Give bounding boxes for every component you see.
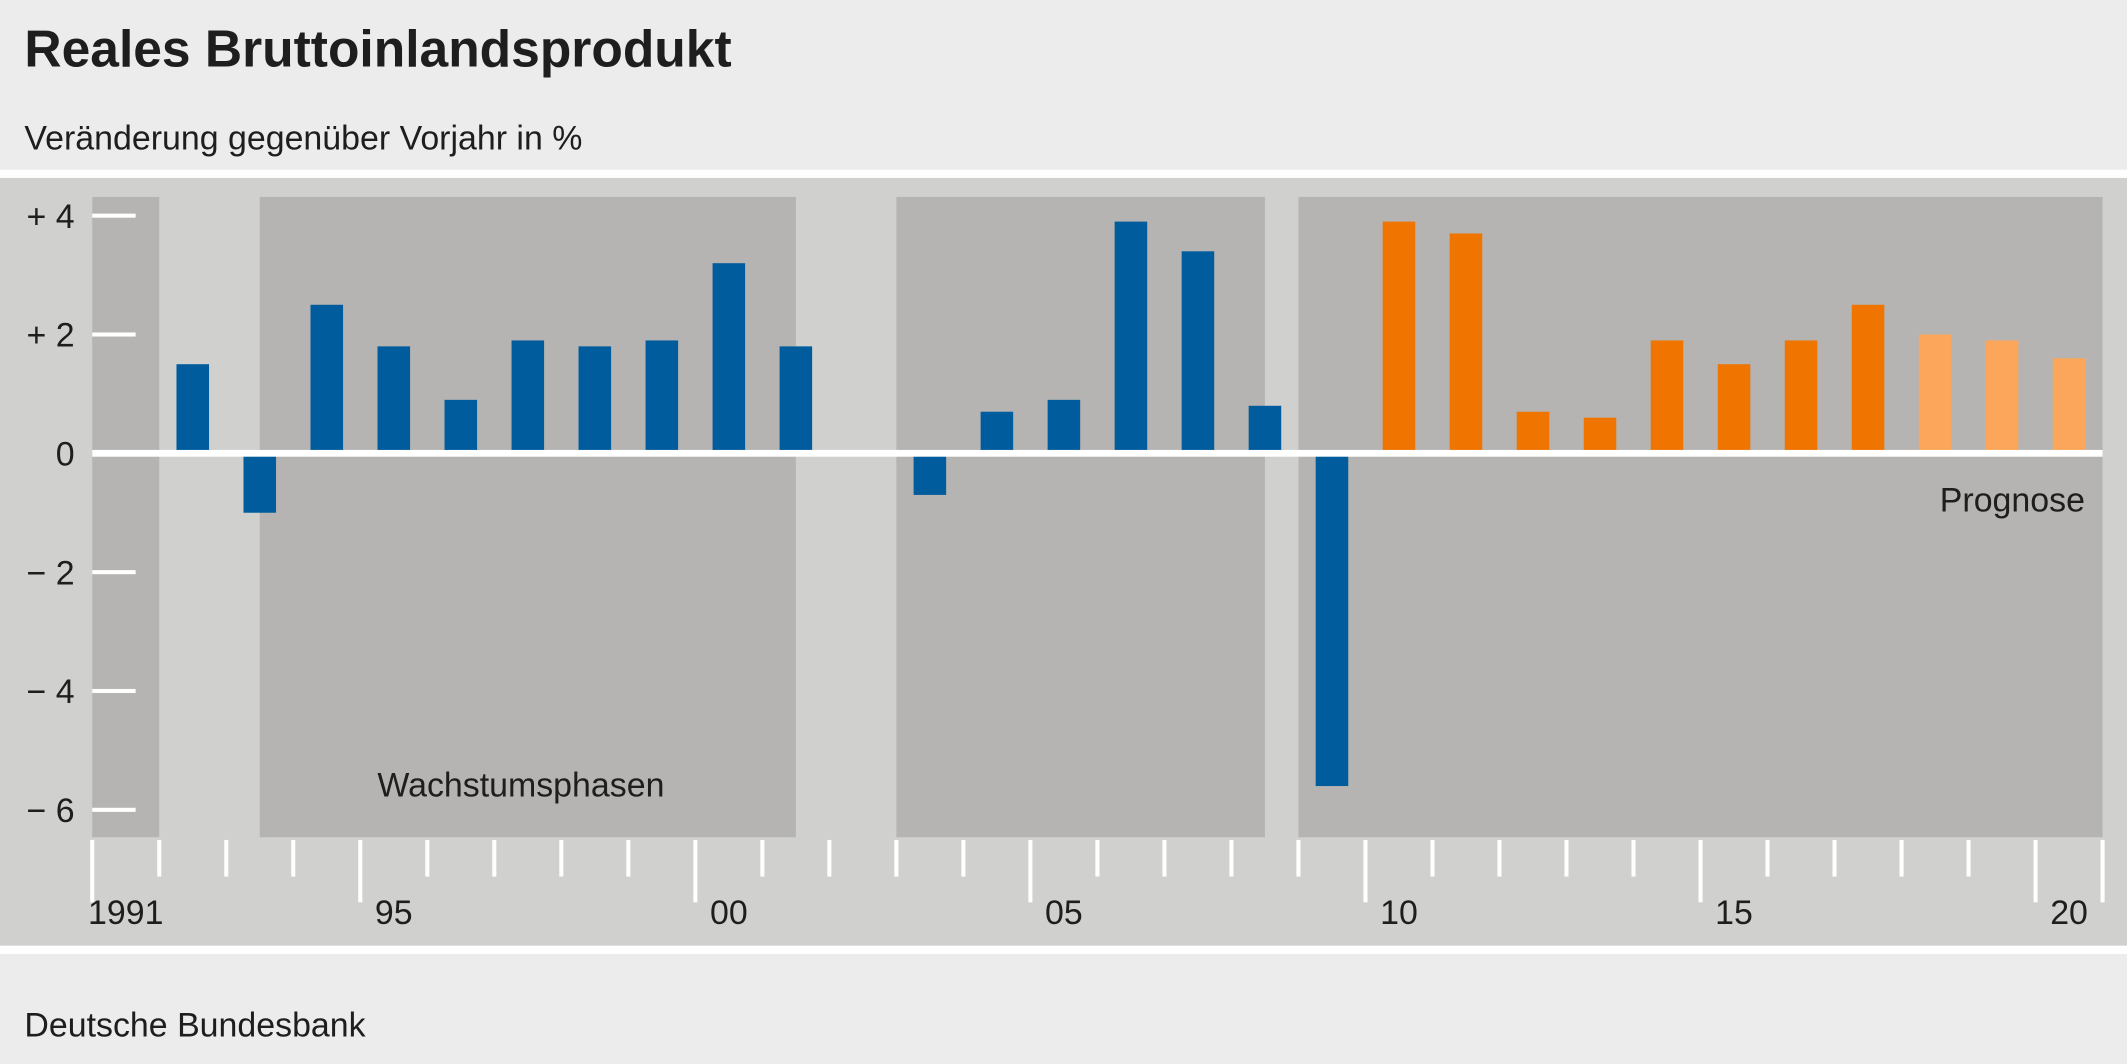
y-tick (92, 570, 136, 575)
source-label: Deutsche Bundesbank (24, 1007, 365, 1045)
x-tick (760, 839, 765, 877)
bar-2010 (1382, 221, 1416, 454)
x-tick (1296, 839, 1301, 877)
bottom-divider (0, 945, 2127, 954)
x-tick (425, 839, 430, 877)
x-tick (1028, 839, 1033, 903)
bar-1993 (243, 453, 277, 513)
x-tick (492, 839, 497, 877)
chart-title: Reales Bruttoinlandsprodukt (24, 20, 731, 78)
x-tick (157, 839, 162, 877)
bar-1998 (578, 346, 612, 454)
forecast-label: Prognose (1940, 482, 2085, 520)
x-tick (1631, 839, 1636, 877)
x-tick (1899, 839, 1904, 877)
x-tick (1497, 839, 1502, 877)
y-tick (92, 807, 136, 812)
bar-2016 (1784, 340, 1818, 454)
bar-2009 (1315, 453, 1349, 787)
zero-line (92, 449, 2103, 457)
x-tick (1430, 839, 1435, 877)
bar-2008 (1248, 405, 1282, 454)
bar-2017 (1851, 304, 1885, 454)
x-tick (1564, 839, 1569, 877)
x-tick (626, 839, 631, 877)
bar-1995 (377, 346, 411, 454)
top-divider (0, 169, 2127, 178)
growth-phase-band (1298, 196, 2103, 838)
bar-2013 (1583, 417, 1617, 454)
x-tick (224, 839, 229, 877)
x-tick (2033, 839, 2038, 903)
bar-2000 (712, 263, 746, 454)
x-tick-label: 05 (1045, 894, 1083, 932)
bar-2006 (1114, 221, 1148, 454)
bar-2007 (1181, 251, 1215, 454)
x-tick (1095, 839, 1100, 877)
bar-2011 (1449, 233, 1483, 454)
y-tick (92, 213, 136, 218)
y-tick (92, 688, 136, 694)
x-tick (894, 839, 899, 877)
x-axis: 1991 95 00 05 10 15 20 (88, 839, 2105, 932)
bar-1997 (511, 340, 545, 454)
y-tick-label: − 4 (27, 673, 75, 711)
growth-phase-band (259, 196, 796, 838)
bars (92, 221, 2103, 787)
bar-2012 (1516, 411, 1550, 454)
bar-2018 (1918, 334, 1952, 454)
x-tick (90, 839, 95, 903)
y-tick-label: 0 (56, 436, 75, 474)
y-tick-label: − 2 (27, 554, 75, 592)
x-tick (1229, 839, 1234, 877)
y-tick (92, 332, 136, 337)
bar-2003 (913, 453, 947, 495)
x-tick (827, 839, 832, 877)
x-tick (1966, 839, 1971, 877)
x-tick (1832, 839, 1837, 877)
x-tick (1162, 839, 1167, 877)
y-axis: + 4 + 2 0 − 2 − 4 − 6 (27, 198, 136, 830)
x-tick-label: 1991 (88, 894, 163, 932)
bar-2005 (1047, 399, 1081, 454)
growth-phases-label: Wachstumsphasen (377, 767, 664, 805)
y-tick-label: + 2 (27, 317, 75, 355)
bar-2004 (980, 411, 1014, 454)
chart-subtitle: Veränderung gegenüber Vorjahr in % (24, 119, 582, 157)
x-tick-label: 00 (710, 894, 748, 932)
x-tick (358, 839, 363, 903)
x-tick (1765, 839, 1770, 877)
x-tick-label: 20 (2050, 894, 2088, 932)
bar-2014 (1650, 340, 1684, 454)
y-tick-label: − 6 (27, 792, 75, 830)
growth-phases (92, 196, 2103, 838)
bar-1994 (310, 304, 344, 454)
x-tick (693, 839, 698, 903)
bar-1996 (444, 399, 478, 454)
y-tick-label: + 4 (27, 198, 75, 236)
bar-1992 (176, 364, 210, 454)
x-tick (1363, 839, 1368, 903)
x-tick (961, 839, 966, 877)
growth-phase-band (92, 196, 160, 838)
bar-2001 (779, 346, 813, 454)
bar-1999 (645, 340, 679, 454)
bar-2015 (1717, 364, 1751, 454)
x-tick (2100, 839, 2105, 903)
x-tick-label: 15 (1715, 894, 1753, 932)
x-tick (1698, 839, 1703, 903)
x-tick-label: 10 (1380, 894, 1418, 932)
x-tick-label: 95 (375, 894, 413, 932)
bar-2020 (2052, 358, 2086, 454)
x-tick (291, 839, 296, 877)
bar-2019 (1985, 340, 2019, 454)
x-tick (559, 839, 564, 877)
